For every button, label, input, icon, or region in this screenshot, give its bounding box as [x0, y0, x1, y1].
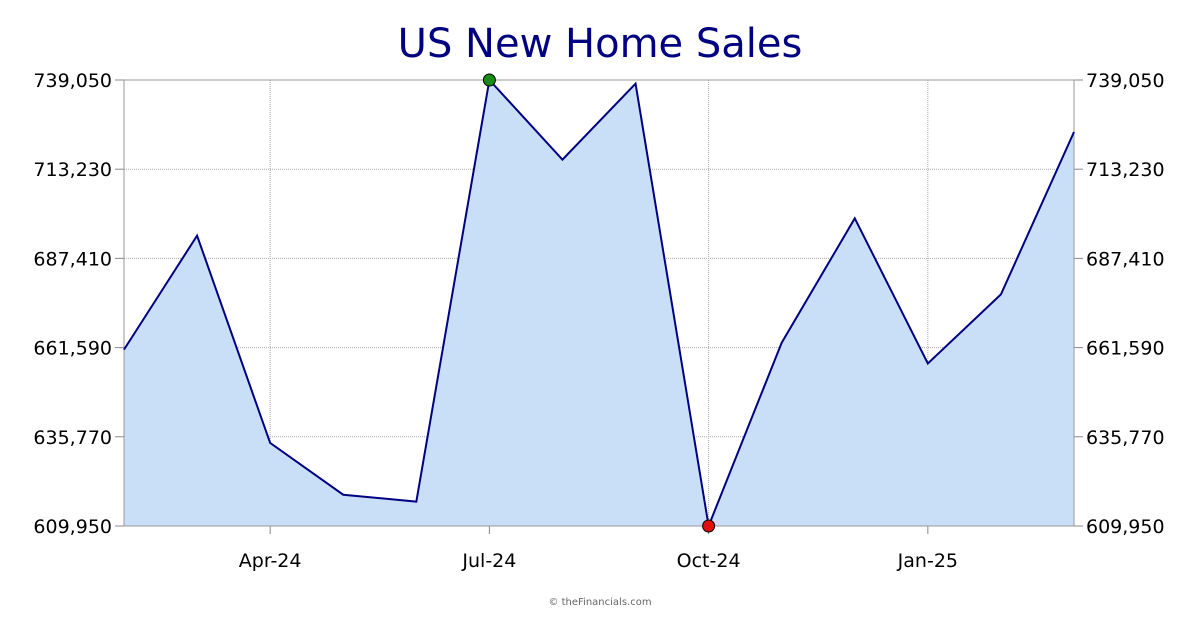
- y-tick-label-right: 687,410: [1086, 248, 1165, 270]
- y-tick-label-left: 739,050: [33, 70, 112, 92]
- max-point-marker: [482, 73, 496, 87]
- y-tick-label-left: 713,230: [33, 159, 112, 181]
- x-tick-label: Jan-25: [897, 550, 958, 572]
- y-tick-label-left: 609,950: [33, 516, 112, 538]
- x-tick-label: Oct-24: [677, 550, 741, 572]
- series-line: [123, 77, 1075, 530]
- min-point-marker: [702, 519, 716, 533]
- y-tick-label-right: 635,770: [1086, 427, 1165, 449]
- area-fill: [124, 80, 1074, 526]
- plot-frame: [123, 79, 1075, 527]
- chart-title: US New Home Sales: [397, 21, 803, 67]
- x-axis-ticks: Apr-24 Jul-24 Oct-24 Jan-25: [239, 550, 958, 572]
- y-axis-left-ticks: 739,050 713,230 687,410 661,590 635,770 609,9…: [33, 70, 112, 538]
- y-tick-label-left: 661,590: [33, 338, 112, 360]
- series-line-layer: [123, 77, 1075, 530]
- markers: [482, 73, 716, 533]
- footer-credit: © theFinancials.com: [548, 597, 652, 608]
- y-tick-label-left: 687,410: [33, 248, 112, 270]
- y-tick-label-right: 661,590: [1086, 338, 1165, 360]
- x-tick-label: Apr-24: [239, 550, 302, 572]
- y-axis-right-ticks: 739,050 713,230 687,410 661,590 635,770 609,9…: [1086, 70, 1165, 538]
- y-tick-label-right: 609,950: [1086, 516, 1165, 538]
- area-fill-layer: [124, 80, 1074, 526]
- y-tick-label-left: 635,770: [33, 427, 112, 449]
- y-tick-label-right: 713,230: [1086, 159, 1165, 181]
- x-tick-label: Jul-24: [461, 550, 516, 572]
- y-tick-label-right: 739,050: [1086, 70, 1165, 92]
